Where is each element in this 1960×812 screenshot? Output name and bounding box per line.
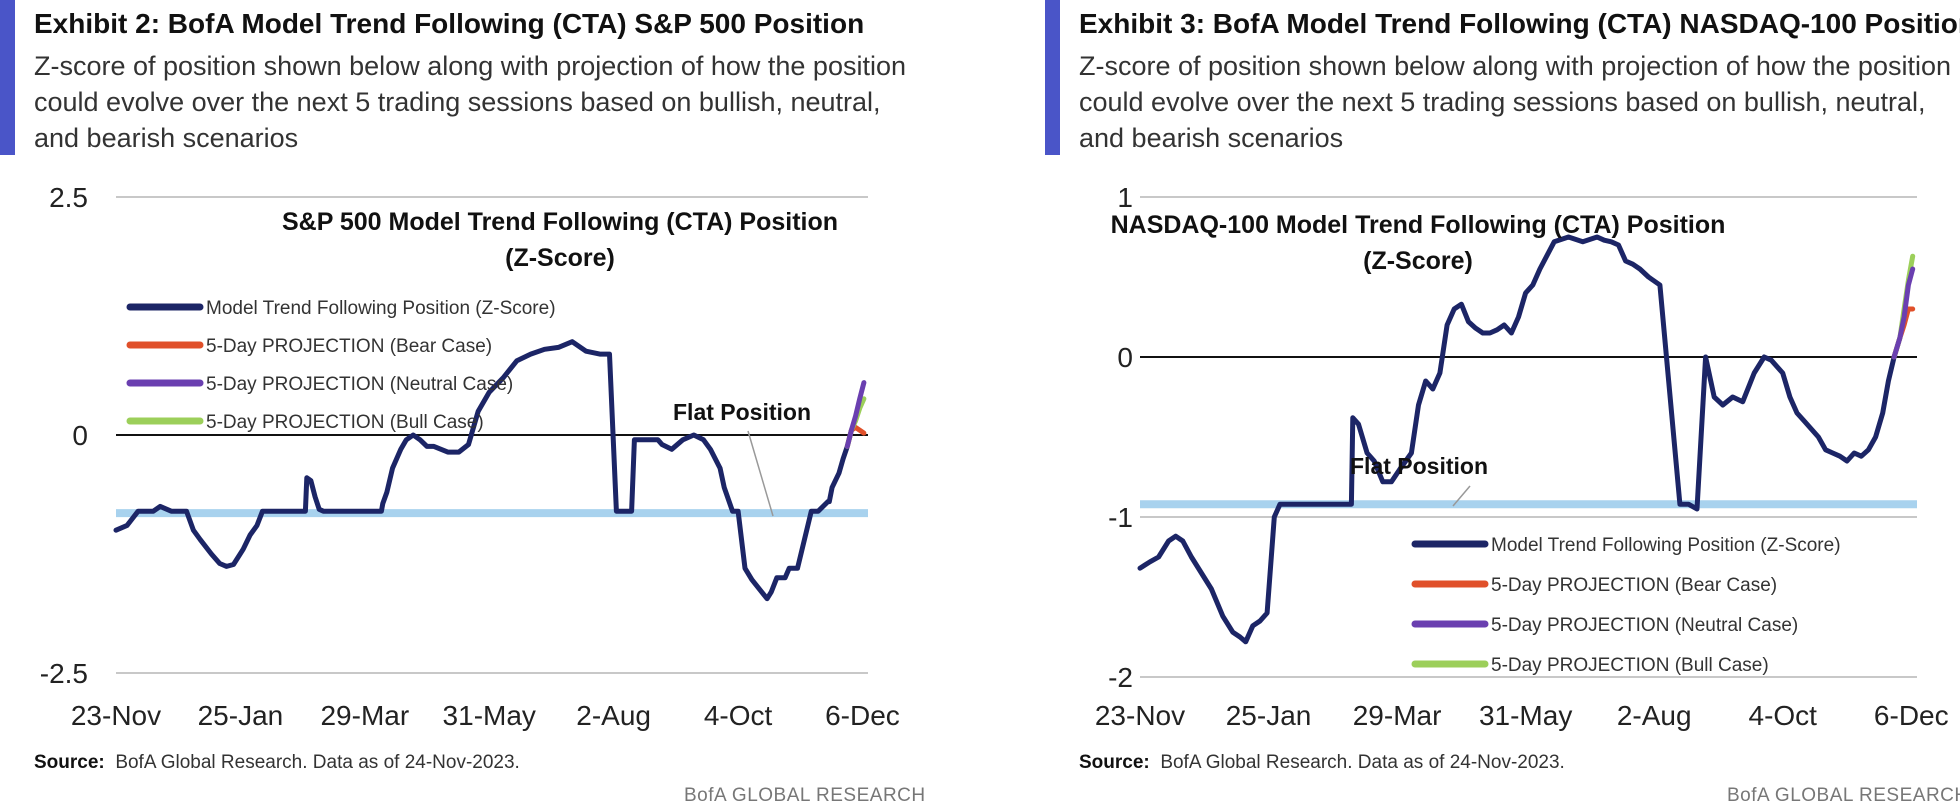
flat-label-leader — [1452, 485, 1471, 507]
legend-label-bull-case-line: 5-Day PROJECTION (Bull Case) — [1491, 655, 1769, 676]
x-tick-label: 2-Aug — [576, 700, 651, 731]
chart-title-line2: (Z-Score) — [1363, 247, 1473, 275]
x-tick-label: 23-Nov — [1095, 700, 1185, 731]
source-text: BofA Global Research. Data as of 24-Nov-… — [1160, 752, 1565, 773]
exhibit-subtitle: Z-score of position shown below along wi… — [34, 51, 906, 153]
y-tick-label: -1 — [1108, 502, 1133, 533]
x-tick-label: 29-Mar — [320, 700, 409, 731]
x-tick-label: 2-Aug — [1617, 700, 1692, 731]
flat-position-label: Flat Position — [673, 399, 811, 425]
source-label: Source: — [34, 752, 105, 773]
y-tick-label: 1 — [1117, 182, 1133, 213]
x-tick-label: 25-Jan — [1226, 700, 1312, 731]
accent-bar — [0, 0, 15, 155]
source-label: Source: — [1079, 752, 1150, 773]
legend-label-neutral-case-line: 5-Day PROJECTION (Neutral Case) — [206, 374, 513, 395]
chart-title-line2: (Z-Score) — [505, 244, 615, 272]
exhibit-3-panel: Exhibit 3: BofA Model Trend Following (C… — [1045, 0, 1960, 812]
source-note: Source: BofA Global Research. Data as of… — [34, 752, 520, 774]
nasdaq100-cta-chart: 1 0 -1 -2 23-Nov 25-Jan 29-Mar 31-May 2-Aug 4-Oct… — [1095, 182, 1949, 731]
exhibit-2-panel: Exhibit 2: BofA Model Trend Following (C… — [0, 0, 950, 812]
legend-label-bear-case-line: 5-Day PROJECTION (Bear Case) — [206, 336, 492, 357]
chart-title: S&P 500 Model Trend Following (CTA) Posi… — [282, 208, 838, 236]
x-tick-label: 25-Jan — [198, 700, 284, 731]
source-note: Source: BofA Global Research. Data as of… — [1079, 752, 1565, 774]
legend-label-bear-case-line: 5-Day PROJECTION (Bear Case) — [1491, 575, 1777, 596]
legend-label-neutral-case-line: 5-Day PROJECTION (Neutral Case) — [1491, 615, 1798, 636]
x-tick-label: 4-Oct — [704, 700, 773, 731]
flat-position-label: Flat Position — [1350, 453, 1488, 479]
x-tick-label: 4-Oct — [1749, 700, 1818, 731]
neutral-case-line — [844, 380, 867, 449]
legend-label-bull-case-line: 5-Day PROJECTION (Bull Case) — [206, 412, 484, 433]
legend-label-position-line: Model Trend Following Position (Z-Score) — [206, 298, 556, 319]
y-tick-label: -2.5 — [40, 658, 88, 689]
x-tick-label: 6-Dec — [825, 700, 900, 731]
source-text: BofA Global Research. Data as of 24-Nov-… — [115, 752, 520, 773]
y-tick-label: 0 — [72, 420, 88, 451]
chart-title: NASDAQ-100 Model Trend Following (CTA) P… — [1111, 211, 1726, 239]
exhibit-title: Exhibit 2: BofA Model Trend Following (C… — [34, 8, 865, 39]
x-tick-label: 6-Dec — [1874, 700, 1949, 731]
y-tick-label: 0 — [1117, 342, 1133, 373]
exhibit-subtitle: Z-score of position shown below along wi… — [1079, 51, 1951, 153]
x-tick-label: 29-Mar — [1353, 700, 1442, 731]
x-tick-label: 23-Nov — [71, 700, 161, 731]
accent-bar — [1045, 0, 1060, 155]
neutral-case-line — [1891, 266, 1916, 360]
position-line — [113, 339, 854, 602]
legend-label-position-line: Model Trend Following Position (Z-Score) — [1491, 535, 1841, 556]
x-tick-label: 31-May — [1479, 700, 1572, 731]
x-tick-label: 31-May — [443, 700, 536, 731]
exhibit-title: Exhibit 3: BofA Model Trend Following (C… — [1079, 8, 1960, 39]
footer-brand: BofA GLOBAL RESEARCH — [1727, 785, 1960, 806]
sp500-cta-chart: 2.5 0 -2.5 23-Nov 25-Jan 29-Mar 31-May 2-Aug 4-O… — [40, 182, 900, 731]
y-tick-label: -2 — [1108, 662, 1133, 693]
flat-label-leader — [747, 430, 774, 517]
footer-brand: BofA GLOBAL RESEARCH — [684, 785, 926, 806]
y-tick-label: 2.5 — [49, 182, 88, 213]
position-line — [1137, 234, 1903, 645]
